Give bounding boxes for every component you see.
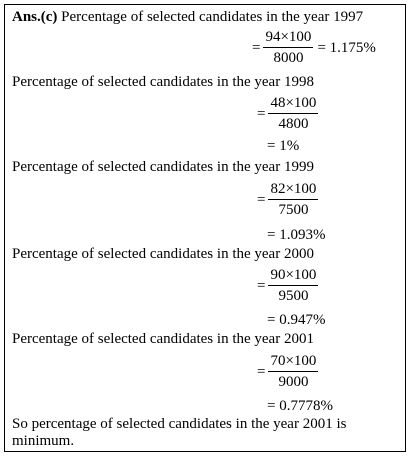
result-1999: = 1.093% bbox=[267, 227, 326, 243]
denominator: 9000 bbox=[278, 374, 309, 390]
heading-1998: Percentage of selected candidates in the… bbox=[12, 74, 314, 90]
heading-1999: Percentage of selected candidates in the… bbox=[12, 159, 314, 175]
conclusion-line-1: So percentage of selected candidates in … bbox=[12, 416, 347, 432]
numerator: 70×100 bbox=[268, 353, 319, 372]
fraction-2000: = 90×100 9500 bbox=[257, 267, 319, 305]
fraction-2001: = 70×100 9000 bbox=[257, 353, 319, 391]
answer-label: Ans.(c) bbox=[12, 9, 58, 25]
numerator: 90×100 bbox=[268, 267, 319, 286]
denominator: 9500 bbox=[278, 288, 309, 304]
result-2001: = 0.7778% bbox=[267, 398, 333, 414]
equals-sign: = bbox=[252, 39, 261, 56]
conclusion-line-2: minimum. bbox=[12, 433, 75, 449]
equals-sign: = bbox=[257, 277, 266, 294]
result-1997: = 1.175% bbox=[317, 39, 376, 56]
fraction-1998: = 48×100 4800 bbox=[257, 95, 319, 133]
fraction-1997: = 94×100 8000 = 1.175% bbox=[252, 29, 376, 67]
fraction-1999: = 82×100 7500 bbox=[257, 181, 319, 219]
equals-sign: = bbox=[257, 105, 266, 122]
heading-2000: Percentage of selected candidates in the… bbox=[12, 246, 314, 262]
numerator: 48×100 bbox=[268, 95, 319, 114]
equals-sign: = bbox=[257, 363, 266, 380]
answer-box: Ans.(c) Percentage of selected candidate… bbox=[4, 4, 406, 452]
answer-intro-line: Ans.(c) Percentage of selected candidate… bbox=[12, 9, 363, 26]
denominator: 4800 bbox=[278, 116, 309, 132]
numerator: 82×100 bbox=[268, 181, 319, 200]
intro-text: Percentage of selected candidates in the… bbox=[61, 9, 364, 25]
equals-sign: = bbox=[257, 191, 266, 208]
result-1998: = 1% bbox=[267, 138, 300, 154]
heading-2001: Percentage of selected candidates in the… bbox=[12, 331, 314, 347]
numerator: 94×100 bbox=[263, 29, 314, 48]
result-2000: = 0.947% bbox=[267, 312, 326, 328]
denominator: 8000 bbox=[273, 50, 304, 66]
denominator: 7500 bbox=[278, 202, 309, 218]
